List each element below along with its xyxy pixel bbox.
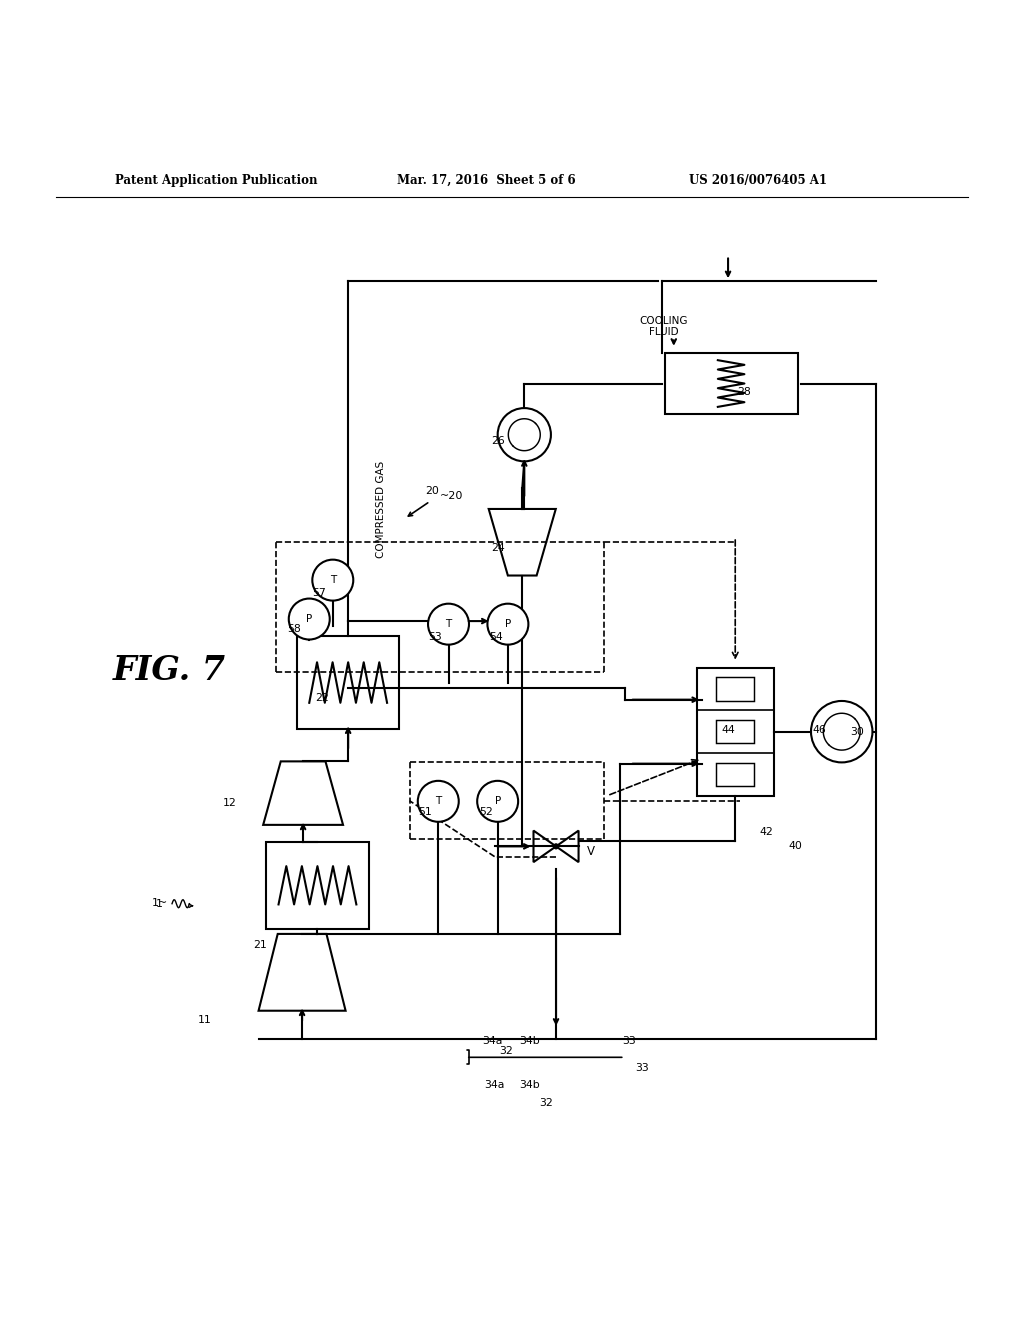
Text: P: P	[306, 614, 312, 624]
Text: Patent Application Publication: Patent Application Publication	[115, 174, 317, 187]
Text: 42: 42	[760, 828, 773, 837]
Bar	[266, 842, 369, 929]
Text: 33: 33	[623, 1036, 636, 1045]
Text: 34b: 34b	[519, 1080, 540, 1090]
Text: 34a: 34a	[484, 1080, 505, 1090]
Text: 44: 44	[722, 725, 735, 735]
Text: FIG. 7: FIG. 7	[113, 653, 225, 686]
Bar	[665, 352, 798, 414]
Text: 54: 54	[489, 632, 503, 643]
Text: T: T	[445, 619, 452, 630]
Circle shape	[477, 781, 518, 822]
Text: Mar. 17, 2016  Sheet 5 of 6: Mar. 17, 2016 Sheet 5 of 6	[397, 174, 575, 187]
Text: 26: 26	[492, 436, 505, 446]
Text: 11: 11	[198, 1015, 211, 1026]
Text: 34a: 34a	[482, 1036, 503, 1045]
Circle shape	[428, 603, 469, 644]
Text: P: P	[505, 619, 511, 630]
Text: 1~: 1~	[152, 898, 168, 908]
Circle shape	[418, 781, 459, 822]
Text: 20: 20	[425, 486, 439, 496]
Bar	[716, 763, 755, 787]
Text: 34b: 34b	[519, 1036, 540, 1045]
Bar	[716, 719, 755, 743]
Circle shape	[487, 603, 528, 644]
Text: 33: 33	[635, 1063, 648, 1073]
Text: 12: 12	[223, 799, 237, 808]
Circle shape	[498, 408, 551, 462]
Text: 32: 32	[539, 1098, 553, 1109]
Bar	[297, 636, 399, 729]
Circle shape	[553, 843, 559, 849]
Text: 52: 52	[479, 807, 493, 817]
Text: 28: 28	[737, 387, 751, 397]
Text: ~20: ~20	[440, 491, 464, 502]
Text: 51: 51	[418, 807, 431, 817]
Bar	[716, 677, 755, 701]
Text: COMPRESSED GAS: COMPRESSED GAS	[376, 461, 386, 557]
Text: 21: 21	[253, 940, 266, 949]
Text: 40: 40	[788, 841, 803, 851]
Text: T: T	[435, 796, 441, 807]
Text: 46: 46	[812, 725, 825, 735]
Text: 30: 30	[850, 727, 864, 737]
Text: 22: 22	[315, 693, 329, 702]
Bar	[696, 668, 774, 796]
Text: 57: 57	[312, 589, 326, 598]
Text: COOLING
FLUID: COOLING FLUID	[639, 315, 688, 338]
Circle shape	[811, 701, 872, 763]
Text: T: T	[330, 576, 336, 585]
Text: 58: 58	[287, 624, 300, 635]
Circle shape	[289, 598, 330, 639]
Circle shape	[312, 560, 353, 601]
Text: 53: 53	[428, 632, 441, 643]
Text: V: V	[587, 845, 595, 858]
Text: 1: 1	[156, 899, 163, 908]
Text: P: P	[495, 796, 501, 807]
Text: 32: 32	[500, 1047, 513, 1056]
Text: 24: 24	[492, 544, 505, 553]
Text: US 2016/0076405 A1: US 2016/0076405 A1	[689, 174, 827, 187]
